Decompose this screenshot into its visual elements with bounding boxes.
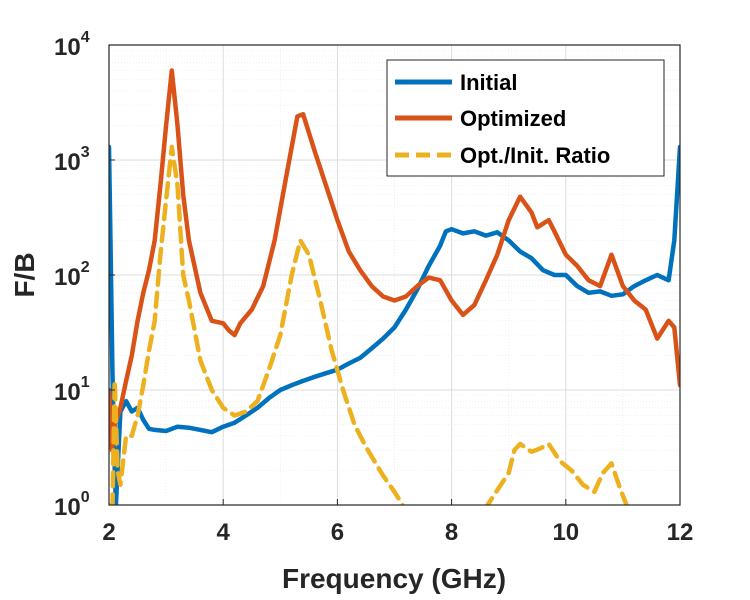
legend-label-optimized: Optimized	[460, 106, 566, 131]
y-tick-label: 104	[54, 29, 90, 61]
x-tick-label: 4	[217, 519, 231, 546]
series-line-opt-init-ratio	[109, 144, 629, 505]
x-tick-label: 2	[102, 519, 115, 546]
x-axis-label: Frequency (GHz)	[282, 563, 506, 594]
legend-label-ratio: Opt./Init. Ratio	[460, 143, 610, 168]
x-tick-label: 8	[445, 519, 458, 546]
y-tick-label: 101	[54, 374, 90, 406]
y-tick-label: 103	[54, 144, 90, 176]
x-tick-label: 10	[552, 519, 579, 546]
y-tick-label: 102	[54, 259, 90, 291]
x-axis-ticks: 2 4 6 8 10 12	[102, 499, 693, 546]
y-tick-label: 100	[54, 489, 90, 521]
x-tick-label: 6	[331, 519, 344, 546]
legend: Initial Optimized Opt./Init. Ratio	[386, 59, 665, 177]
series-layer	[109, 68, 680, 505]
legend-label-initial: Initial	[460, 70, 517, 95]
series-line-initial	[109, 144, 680, 505]
x-tick-label: 12	[667, 519, 694, 546]
y-axis-label: F/B	[9, 252, 40, 297]
series-line-optimized	[109, 68, 680, 453]
y-axis-ticks: 100 101 102 103 104	[54, 29, 115, 521]
